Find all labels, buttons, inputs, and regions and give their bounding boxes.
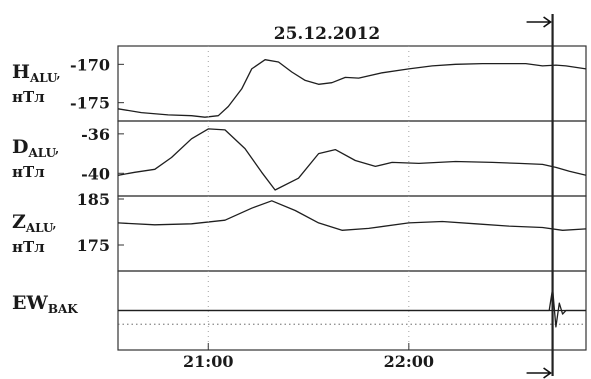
y-tick-label: -175 [70,94,110,113]
label-suffix: , [56,67,60,81]
y-tick-label: -36 [81,125,110,144]
label-subscript: ALU [29,71,58,85]
panel-frame [117,195,587,272]
panel-label: HALU, [12,61,61,85]
panels: -170-175HALU,нТл-36-40DALU,нТл185175ZALU… [12,45,587,351]
label-main: EW [12,292,48,314]
panel-unit: нТл [12,163,45,181]
series-line-d [117,128,587,191]
label-suffix: , [52,217,56,231]
panel-h: -170 -175 HALU, нТл [12,45,587,122]
series-line-ew [118,287,586,328]
panel-label: EWBAK [12,292,78,316]
label-suffix: , [55,142,59,156]
x-axis: 21:00 22:00 [183,343,434,371]
event-marker [526,14,554,379]
panel-ew: EWBAK [12,270,587,351]
arrow-right-icon [526,16,552,28]
label-subscript: ALU [25,221,54,235]
panel-unit: нТл [12,88,45,106]
chart-title: 25.12.2012 [274,24,380,44]
y-tick-label: -40 [81,164,110,183]
panel-d: -36 -40 DALU, нТл [12,120,587,197]
series-line-z [117,200,587,231]
series-line-h [117,59,587,118]
y-tick-label: -170 [70,55,110,74]
label-main: H [12,61,30,83]
label-subscript: BAK [48,302,78,316]
x-tick-label: 21:00 [183,352,233,371]
panel-z: 185 175 ZALU, нТл [12,190,587,272]
panel-label: ZALU, [12,211,57,235]
label-main: D [12,136,28,158]
arrow-right-icon [526,367,552,379]
y-tick-label: 175 [77,236,110,255]
panel-unit: нТл [12,238,45,256]
panel-label: DALU, [12,136,59,160]
panel-frame [117,45,587,122]
x-tick-label: 22:00 [384,352,434,371]
label-subscript: ALU [27,146,56,160]
y-tick-label: 185 [77,190,110,209]
label-main: Z [12,211,26,233]
